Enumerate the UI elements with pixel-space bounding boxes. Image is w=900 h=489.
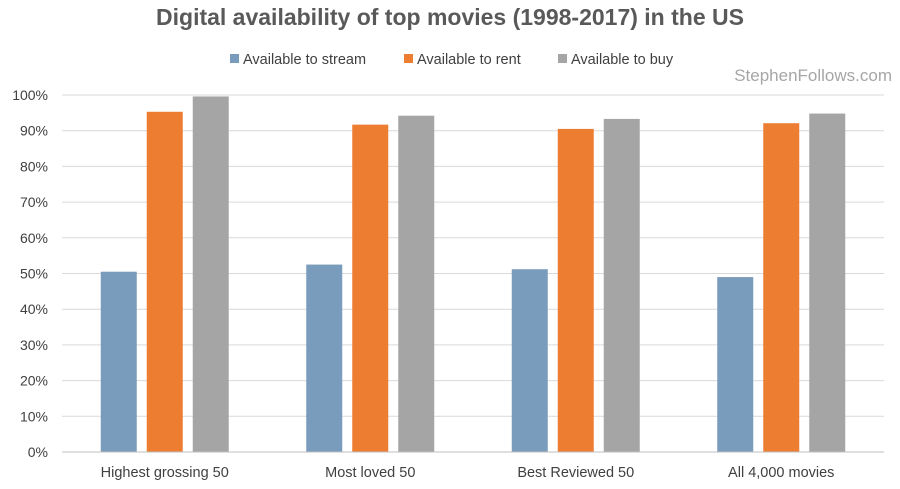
bar-available-to-buy: [192, 96, 229, 452]
y-tick-label: 30%: [20, 337, 48, 353]
legend-swatch: [404, 54, 413, 63]
legend-swatch: [230, 54, 239, 63]
bar-available-to-buy: [398, 115, 435, 453]
bar-available-to-buy: [809, 113, 846, 453]
x-category-label: All 4,000 movies: [728, 465, 834, 481]
axes: 0% 10% 20% 30% 40% 50% 60% 70% 80% 90% 100% Highest…: [12, 87, 884, 481]
bar-available-to-stream: [717, 277, 754, 452]
bar-available-to-stream: [511, 269, 548, 452]
y-tick-label: 50%: [20, 266, 48, 282]
bars: [100, 96, 846, 453]
y-tick-label: 80%: [20, 158, 48, 174]
bar-available-to-rent: [763, 123, 800, 452]
y-tick-label: 70%: [20, 194, 48, 210]
bar-available-to-rent: [352, 124, 389, 453]
bar-available-to-stream: [100, 271, 137, 452]
legend-label: Available to stream: [243, 52, 366, 68]
legend: Available to stream Available to rent Avai…: [230, 52, 674, 68]
legend-label: Available to rent: [417, 52, 521, 68]
y-tick-label: 60%: [20, 230, 48, 246]
y-tick-label: 90%: [20, 123, 48, 139]
y-tick-label: 20%: [20, 373, 48, 389]
bar-available-to-buy: [603, 118, 640, 452]
chart-title: Digital availability of top movies (1998…: [156, 4, 744, 30]
legend-swatch: [558, 54, 567, 63]
bar-available-to-rent: [557, 128, 594, 453]
legend-label: Available to buy: [571, 52, 674, 68]
x-category-label: Best Reviewed 50: [517, 465, 634, 481]
bar-available-to-stream: [306, 264, 343, 452]
watermark: StephenFollows.com: [734, 66, 892, 85]
y-tick-label: 10%: [20, 408, 48, 424]
y-tick-label: 100%: [12, 87, 48, 103]
x-category-label: Most loved 50: [325, 465, 415, 481]
y-tick-label: 40%: [20, 301, 48, 317]
bar-available-to-rent: [146, 111, 183, 453]
gridlines: [62, 94, 884, 453]
x-category-label: Highest grossing 50: [101, 465, 229, 481]
y-tick-label: 0%: [28, 444, 48, 460]
